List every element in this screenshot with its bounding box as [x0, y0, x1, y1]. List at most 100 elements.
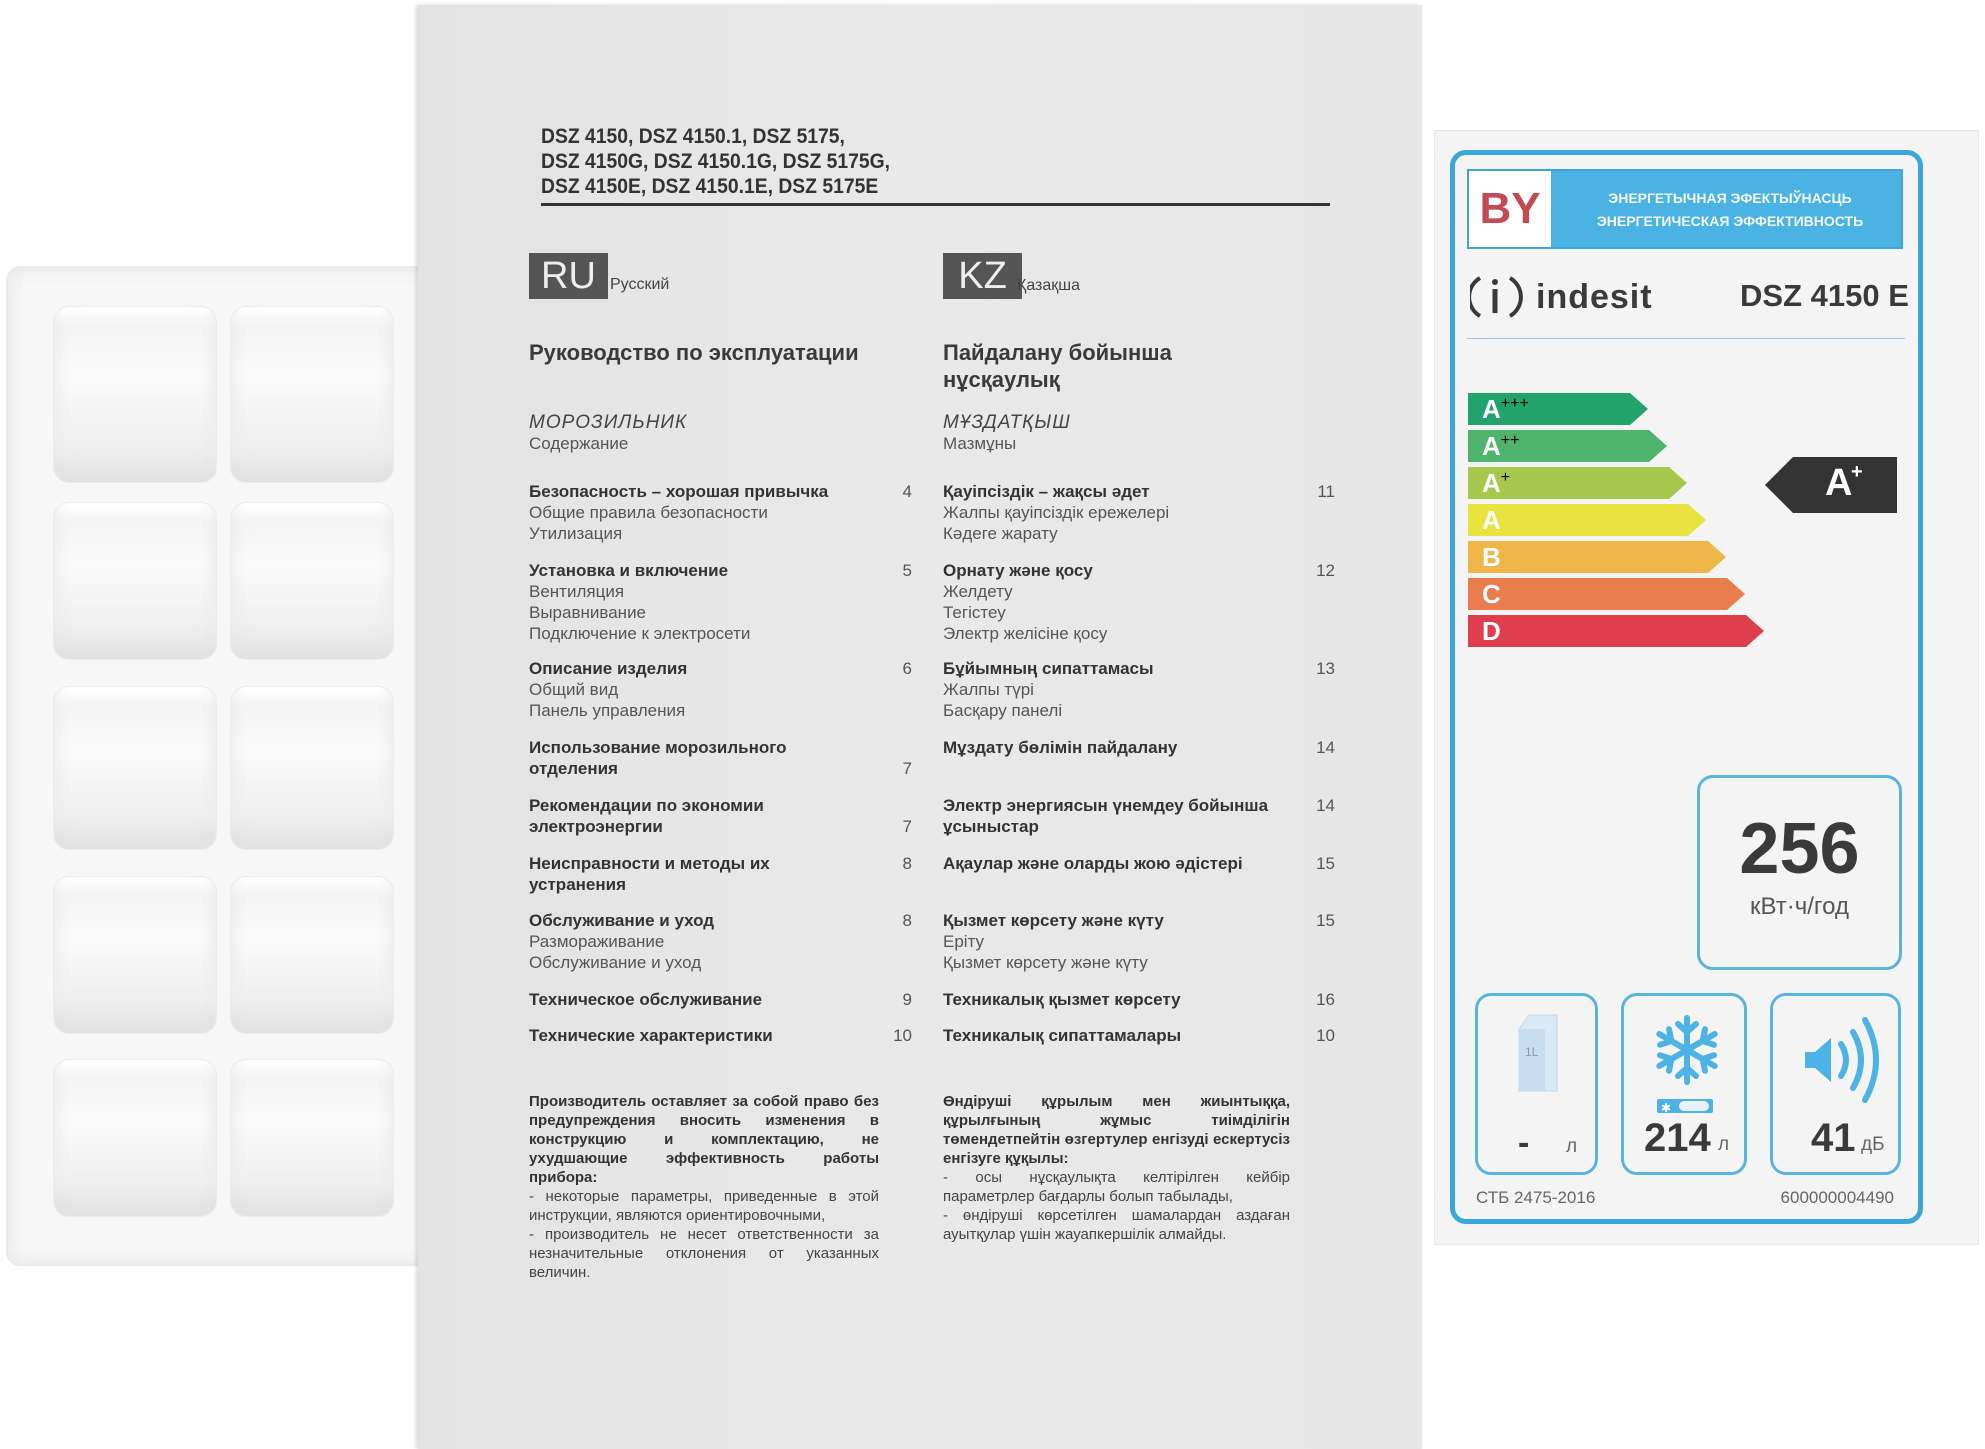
indesit-logo [1467, 272, 1670, 327]
toc-subtitle: Общий вид [529, 680, 619, 699]
language-name: Қазақша [1017, 277, 1081, 294]
freezer-volume-unit: л [1718, 1134, 1730, 1155]
label-border [1450, 150, 1923, 1224]
toc-entry: Қауіпсіздік – жақсы әдет Жалпы қауіпсізді… [943, 481, 1169, 544]
class-letter: A [1482, 394, 1501, 424]
notice-bold: Өндіруші құрылым мен жиынтыққа, құрылғын… [943, 1093, 1290, 1167]
snowflake-icon [1654, 1015, 1720, 1086]
toc-entry: Безопасность – хорошая привычка Общие пра… [529, 481, 828, 544]
class-letter: A [1482, 468, 1501, 498]
toc-title: Использование морозильного [529, 738, 787, 757]
toc-subtitle: Тегістеу [943, 603, 1006, 622]
fresh-volume-box: 1L - л [1475, 993, 1598, 1175]
toc-subtitle: Электр желісіне қосу [943, 624, 1108, 643]
ice-cube-cell [53, 1059, 217, 1217]
energy-class-bar: A++ [1468, 430, 1667, 462]
contents-heading: Мазмұны [943, 434, 1017, 453]
toc-title: Бұйымның сипаттамасы [943, 659, 1154, 678]
toc-entry: Техническое обслуживание [529, 989, 762, 1010]
toc-page-number: 15 [1316, 854, 1335, 873]
toc-title: Технические характеристики [529, 1026, 773, 1045]
toc-title: Обслуживание и уход [529, 911, 715, 930]
notice-bold: Производитель оставляет за собой право б… [529, 1093, 879, 1186]
label-model: DSZ 4150 E [1740, 278, 1909, 313]
toc-subtitle: Обслуживание и уход [529, 953, 702, 972]
toc-title: Техникалық сипаттамалары [943, 1026, 1182, 1045]
class-plus: ++ [1500, 432, 1520, 449]
energy-class-bar: A+++ [1468, 393, 1648, 425]
rating-letter: A [1825, 462, 1853, 504]
toc-page-number: 10 [893, 1026, 912, 1045]
notice-ru: Производитель оставляет за собой право б… [529, 1092, 879, 1282]
notice-item: - производитель не несет ответственности… [529, 1226, 879, 1281]
toc-subtitle: Жалпы түрі [943, 680, 1034, 699]
class-letter: D [1482, 616, 1501, 646]
noise-unit: дБ [1861, 1134, 1885, 1155]
ice-cube-cell [53, 502, 217, 660]
star-rating-icon: ✱ [1657, 1099, 1713, 1115]
ice-cube-cell [230, 502, 394, 660]
toc-entry: Установка и включение Вентиляция Выравнива… [529, 560, 750, 644]
toc-entry: Техникалық сипаттамалары [943, 1025, 1181, 1046]
toc-subtitle: Панель управления [529, 701, 686, 720]
fresh-volume-unit: л [1566, 1136, 1578, 1157]
ice-cube-tray [6, 266, 446, 1266]
toc-page-number: 8 [902, 854, 912, 873]
toc-subtitle: Подключение к электросети [529, 624, 751, 643]
toc-title: ұсыныстар [943, 817, 1039, 836]
class-letter: A [1482, 431, 1501, 461]
energy-rating-arrow: A + [1765, 457, 1897, 513]
toc-subtitle: Желдету [943, 582, 1013, 601]
toc-subtitle: Кәдеге жарату [943, 524, 1058, 543]
toc-page-number: 11 [1317, 482, 1335, 501]
toc-title: отделения [529, 759, 618, 778]
toc-page-number: 14 [1316, 738, 1335, 757]
toc-entry: Описание изделия Общий вид Панель управлен… [529, 658, 687, 721]
consumption-value: 256 [1739, 809, 1860, 889]
ice-cube-cell [53, 686, 217, 850]
toc-entry: Бұйымның сипаттамасы Жалпы түрі Басқару па… [943, 658, 1154, 721]
class-plus: +++ [1500, 395, 1529, 412]
toc-entry: Электр энергиясын үнемдеу бойынша ұсыныст… [943, 795, 1268, 837]
notice-item: - некоторые параметры, приведенные в это… [529, 1188, 879, 1224]
carton-label: 1L [1525, 1045, 1539, 1059]
energy-class-bar: C [1468, 578, 1745, 610]
brand-name: indesit [1536, 278, 1653, 316]
ice-cube-cell [230, 306, 394, 483]
toc-entry: Использование морозильного отделения [529, 737, 786, 779]
toc-page-number: 15 [1316, 911, 1335, 930]
toc-title: Техническое обслуживание [529, 990, 763, 1009]
toc-page-number: 7 [902, 817, 912, 836]
class-plus: + [1500, 469, 1511, 486]
toc-title: Орнату және қосу [943, 561, 1093, 580]
toc-entry: Неисправности и методы их устранения [529, 853, 770, 895]
notice-kz: Өндіруші құрылым мен жиынтыққа, құрылғын… [943, 1092, 1290, 1244]
label-header: BY ЭНЕРГЕТЫЧНАЯ ЭФЕКТЫЎНАСЦЬ ЭНЕРГЕТИЧЕС… [1467, 169, 1903, 249]
header-line: ЭНЕРГЕТЫЧНАЯ ЭФЕКТЫЎНАСЦЬ [1608, 190, 1852, 206]
toc-subtitle: Выравнивание [529, 603, 647, 622]
instruction-manual-page [418, 5, 1422, 1449]
toc-entry: Мұздату бөлімін пайдалану [943, 737, 1177, 758]
contents-heading: Содержание [529, 434, 629, 453]
toc-entry: Орнату және қосу Желдету Тегістеу Электр же… [943, 560, 1107, 644]
consumption-box: 256 кВт·ч/год [1697, 775, 1902, 970]
label-serial: 600000004490 [1780, 1188, 1894, 1207]
toc-page-number: 14 [1316, 796, 1335, 815]
ice-cube-cell [230, 1059, 394, 1217]
toc-title: Техникалық қызмет көрсету [943, 990, 1181, 1009]
notice-item: - осы нұсқаулықта келтірілген кейбір пар… [943, 1169, 1290, 1205]
energy-class-bar: B [1468, 541, 1726, 573]
consumption-unit: кВт·ч/год [1750, 893, 1849, 920]
language-badge-kz: KZ [943, 253, 1022, 299]
noise-box: 41 дБ [1770, 993, 1901, 1175]
toc-subtitle: Басқару панелі [943, 701, 1063, 720]
toc-page-number: 6 [902, 659, 912, 678]
section-name: МОРОЗИЛЬНИК [529, 412, 688, 433]
toc-subtitle: Еріту [943, 932, 985, 951]
ice-cube-cell [230, 876, 394, 1034]
rating-plus: + [1851, 461, 1863, 483]
toc-subtitle: Қызмет көрсету және күту [943, 953, 1148, 972]
toc-title: Неисправности и методы их [529, 854, 770, 873]
toc-page-number: 4 [902, 482, 912, 501]
toc-title: электроэнергии [529, 817, 663, 836]
